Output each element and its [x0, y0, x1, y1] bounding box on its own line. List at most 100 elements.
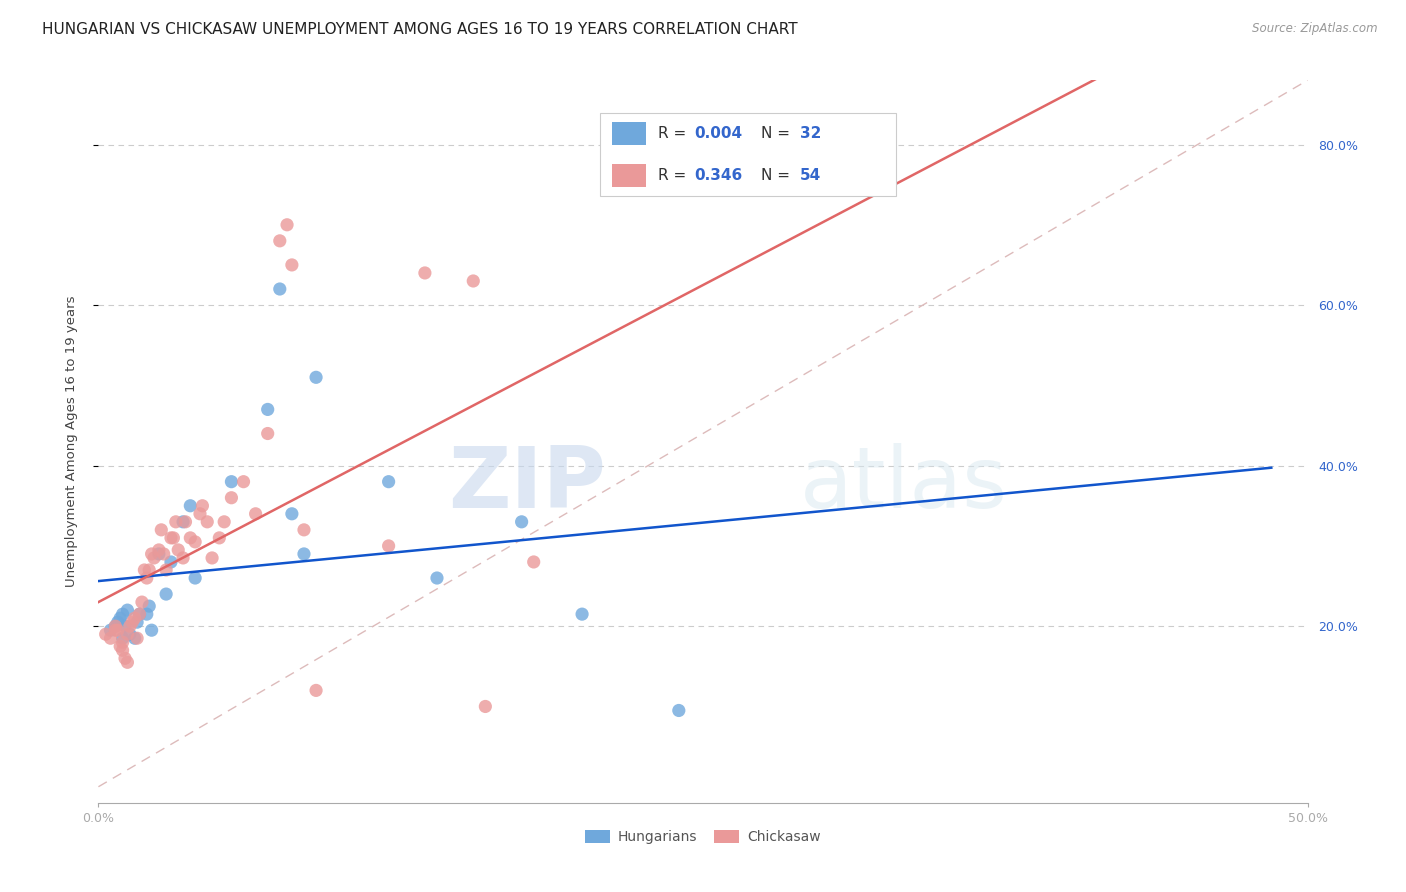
Point	[377, 475, 399, 489]
Point	[377, 539, 399, 553]
Point	[474, 699, 496, 714]
Point	[191, 499, 214, 513]
Point	[245, 507, 267, 521]
Point	[138, 563, 160, 577]
Point	[305, 370, 328, 384]
Point	[118, 627, 141, 641]
Text: 54: 54	[800, 168, 821, 183]
Point	[114, 619, 136, 633]
Text: 32: 32	[800, 126, 821, 141]
Point	[221, 475, 243, 489]
Point	[124, 611, 146, 625]
FancyBboxPatch shape	[613, 164, 647, 186]
Text: R =: R =	[658, 168, 692, 183]
Point	[114, 651, 136, 665]
Point	[201, 551, 224, 566]
Point	[188, 507, 211, 521]
Point	[124, 632, 146, 646]
Point	[269, 282, 291, 296]
Point	[160, 555, 183, 569]
Point	[128, 607, 150, 621]
Point	[94, 627, 117, 641]
Point	[167, 542, 190, 557]
Text: N =: N =	[761, 168, 794, 183]
Y-axis label: Unemployment Among Ages 16 to 19 years: Unemployment Among Ages 16 to 19 years	[65, 296, 77, 587]
Text: HUNGARIAN VS CHICKASAW UNEMPLOYMENT AMONG AGES 16 TO 19 YEARS CORRELATION CHART: HUNGARIAN VS CHICKASAW UNEMPLOYMENT AMON…	[42, 22, 797, 37]
Point	[195, 515, 218, 529]
Point	[141, 623, 163, 637]
Point	[152, 547, 174, 561]
Point	[256, 426, 278, 441]
Text: 0.004: 0.004	[695, 126, 742, 141]
Point	[111, 643, 134, 657]
FancyBboxPatch shape	[600, 112, 897, 196]
Point	[269, 234, 291, 248]
Point	[172, 515, 194, 529]
Point	[127, 632, 149, 646]
Point	[162, 531, 184, 545]
Point	[135, 571, 157, 585]
Point	[104, 619, 127, 633]
Point	[117, 655, 139, 669]
Point	[281, 258, 304, 272]
Point	[523, 555, 546, 569]
Point	[111, 607, 134, 621]
Point	[165, 515, 187, 529]
Point	[184, 571, 207, 585]
Point	[292, 547, 315, 561]
Point	[117, 627, 139, 641]
Point	[143, 551, 166, 566]
Point	[510, 515, 533, 529]
Point	[179, 499, 201, 513]
Point	[128, 607, 150, 621]
Point	[135, 607, 157, 621]
Point	[108, 611, 131, 625]
Point	[118, 619, 141, 633]
Point	[104, 623, 127, 637]
Point	[208, 531, 231, 545]
Text: N =: N =	[761, 126, 794, 141]
Text: ZIP: ZIP	[449, 443, 606, 526]
Point	[141, 547, 163, 561]
Point	[305, 683, 328, 698]
Point	[571, 607, 593, 621]
Point	[463, 274, 485, 288]
Point	[108, 639, 131, 653]
Point	[276, 218, 298, 232]
Point	[160, 531, 183, 545]
Point	[221, 491, 243, 505]
Point	[179, 531, 201, 545]
Point	[281, 507, 304, 521]
Text: atlas: atlas	[800, 443, 1008, 526]
Point	[100, 623, 122, 637]
Text: Source: ZipAtlas.com: Source: ZipAtlas.com	[1253, 22, 1378, 36]
Point	[134, 563, 156, 577]
Point	[138, 599, 160, 614]
Text: R =: R =	[658, 126, 692, 141]
Point	[148, 542, 170, 557]
Point	[668, 703, 690, 717]
Point	[256, 402, 278, 417]
Text: 0.346: 0.346	[695, 168, 742, 183]
Point	[426, 571, 449, 585]
Point	[150, 523, 173, 537]
Point	[117, 603, 139, 617]
Point	[155, 563, 177, 577]
Point	[148, 547, 170, 561]
Point	[127, 615, 149, 630]
Legend: Hungarians, Chickasaw: Hungarians, Chickasaw	[579, 824, 827, 850]
Point	[111, 635, 134, 649]
Point	[155, 587, 177, 601]
Point	[172, 551, 194, 566]
Point	[413, 266, 436, 280]
Point	[111, 632, 134, 646]
Point	[104, 619, 127, 633]
Point	[131, 595, 153, 609]
Point	[107, 615, 129, 630]
Point	[232, 475, 254, 489]
Point	[121, 615, 143, 630]
Point	[212, 515, 235, 529]
Point	[184, 534, 207, 549]
Point	[107, 623, 129, 637]
Point	[100, 632, 122, 646]
